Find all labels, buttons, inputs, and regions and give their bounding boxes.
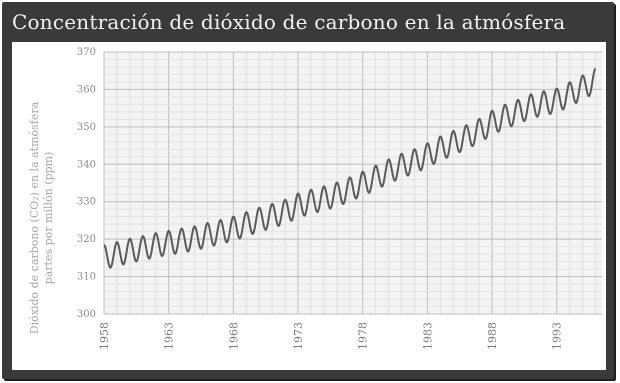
x-tick-label: 1983 xyxy=(421,322,434,350)
y-axis-label-line2: partes por millón (ppm) xyxy=(42,152,55,285)
y-tick-label: 330 xyxy=(77,197,96,208)
y-tick-label: 370 xyxy=(77,47,96,58)
y-tick-label: 300 xyxy=(77,309,96,320)
grid xyxy=(103,51,602,315)
x-tick-label: 1988 xyxy=(486,322,499,350)
x-tick-label: 1968 xyxy=(227,322,240,350)
chart-frame: Concentración de dióxido de carbono en l… xyxy=(2,2,614,379)
x-tick-label: 1958 xyxy=(98,322,111,350)
chart-panel: 300 310 320 330 340 350 360 370 1958 1963 1968 197… xyxy=(12,42,606,370)
co2-line-chart: 300 310 320 330 340 350 360 370 1958 1963 1968 197… xyxy=(28,47,602,350)
y-tick-label: 320 xyxy=(77,234,96,245)
x-tick-label: 1963 xyxy=(163,322,176,350)
chart-title: Concentración de dióxido de carbono en l… xyxy=(12,10,566,34)
x-tick-label: 1993 xyxy=(551,322,564,350)
y-tick-label: 360 xyxy=(77,84,96,95)
y-tick-label: 310 xyxy=(77,272,96,283)
co2-concentration-line xyxy=(103,67,597,269)
x-axis-ticks: 1958 1963 1968 1973 1978 1983 1988 1993 xyxy=(98,322,564,350)
x-tick-label: 1973 xyxy=(292,322,305,350)
y-axis-ticks: 300 310 320 330 340 350 360 370 xyxy=(77,47,96,320)
y-axis-label-line1: Dióxido de carbono (CO₂) en la atmósfera xyxy=(28,101,41,334)
x-tick-label: 1978 xyxy=(357,322,370,350)
y-tick-label: 350 xyxy=(77,122,96,133)
y-tick-label: 340 xyxy=(77,159,96,170)
